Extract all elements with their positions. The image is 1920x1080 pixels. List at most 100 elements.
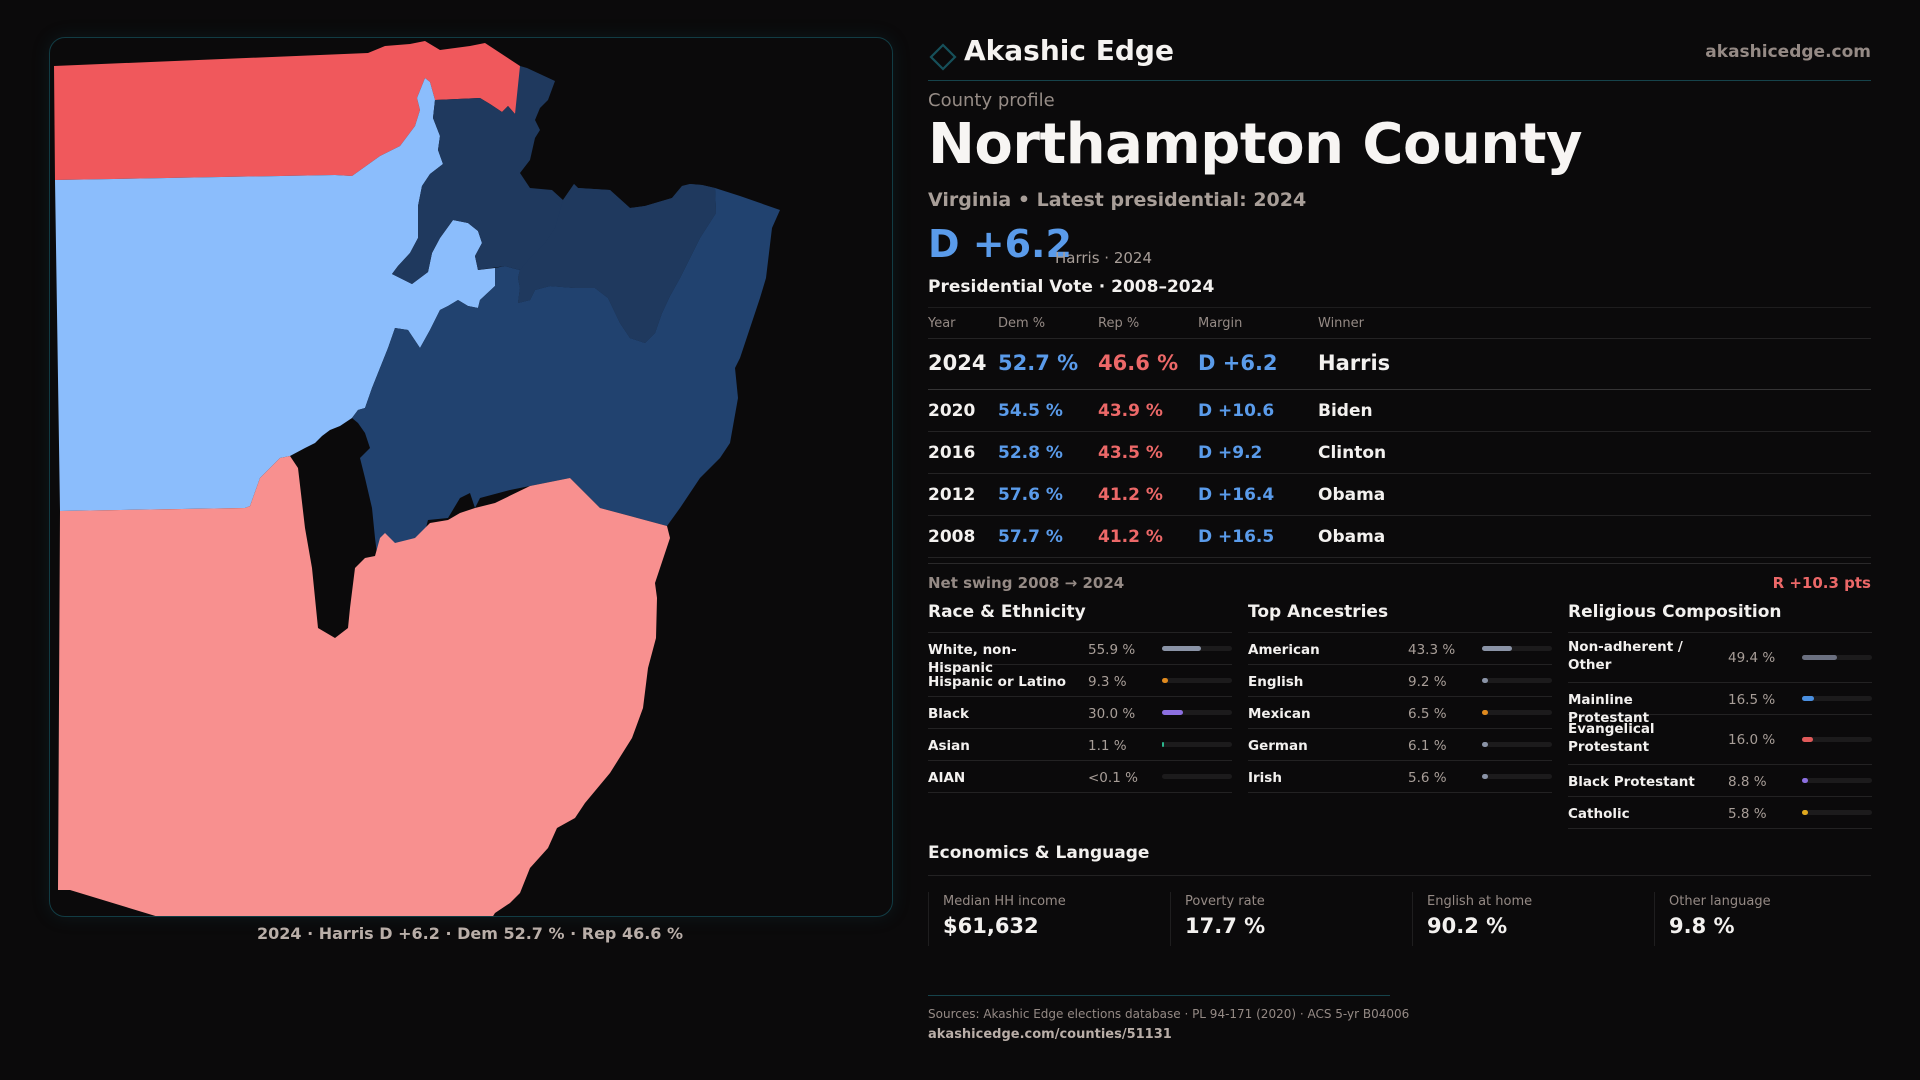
cell-margin: D +16.4 <box>1198 485 1275 505</box>
item-percent: 16.0 % <box>1728 732 1776 748</box>
percent-bar-track <box>1162 742 1232 747</box>
percent-bar-track <box>1162 678 1232 683</box>
cell-year: 2008 <box>928 527 976 547</box>
map-caption: 2024 · Harris D +6.2 · Dem 52.7 % · Rep … <box>256 924 684 943</box>
stat-value: $61,632 <box>943 914 1039 938</box>
percent-bar-track <box>1162 710 1232 715</box>
brand-header: Akashic Edge akashicedge.com <box>928 30 1871 81</box>
item-percent: 30.0 % <box>1088 706 1136 722</box>
percent-bar-track <box>1802 737 1872 742</box>
cell-margin: D +9.2 <box>1198 443 1263 463</box>
stat-label: Other language <box>1669 894 1771 909</box>
cell-margin: D +10.6 <box>1198 401 1275 421</box>
item-label: Asian <box>928 738 970 754</box>
item-label: AIAN <box>928 770 966 786</box>
percent-bar-fill <box>1802 655 1837 660</box>
percent-bar-track <box>1482 774 1552 779</box>
item-label: Irish <box>1248 770 1282 786</box>
map-precinct-west[interactable] <box>55 78 495 511</box>
item-label: Evangelical Protestant <box>1568 721 1655 755</box>
cell-dem: 54.5 % <box>998 401 1063 421</box>
race-ethnicity-list: White, non-Hispanic 55.9 % Hispanic or Lat… <box>928 633 1232 793</box>
percent-bar-fill <box>1482 646 1513 651</box>
cell-dem: 52.7 % <box>998 351 1079 375</box>
list-item: Hispanic or Latino 9.3 % <box>928 665 1232 697</box>
stat-median-income: Median HH income $61,632 <box>928 892 1170 946</box>
percent-bar-fill <box>1482 710 1488 715</box>
stat-label: Median HH income <box>943 894 1066 909</box>
item-label: American <box>1248 642 1320 658</box>
table-row: 2020 54.5 % 43.9 % D +10.6 Biden <box>928 390 1871 432</box>
page-eyebrow: County profile <box>928 90 1055 111</box>
table-row: 2012 57.6 % 41.2 % D +16.4 Obama <box>928 474 1871 516</box>
cell-year: 2020 <box>928 401 976 421</box>
county-permalink[interactable]: akashicedge.com/counties/51131 <box>928 1027 1172 1042</box>
ancestries-title: Top Ancestries <box>1248 600 1552 633</box>
cell-year: 2016 <box>928 443 976 463</box>
item-label: Black Protestant <box>1568 774 1695 790</box>
item-percent: 5.8 % <box>1728 806 1767 822</box>
list-item: White, non-Hispanic 55.9 % <box>928 633 1232 676</box>
item-label: Mainline Protestant <box>1568 692 1650 726</box>
percent-bar-fill <box>1802 737 1814 742</box>
item-percent: 49.4 % <box>1728 650 1776 666</box>
cell-rep: 43.5 % <box>1098 443 1163 463</box>
map-precinct-north[interactable] <box>54 41 526 180</box>
cell-winner: Obama <box>1318 527 1386 547</box>
stat-english-at-home: English at home 90.2 % <box>1412 892 1654 946</box>
percent-bar-fill <box>1162 742 1164 747</box>
list-item: American 43.3 % <box>1248 633 1552 665</box>
race-ethnicity-panel: Race & Ethnicity White, non-Hispanic 55.9… <box>928 600 1232 793</box>
percent-bar-fill <box>1802 696 1814 701</box>
list-item: Black Protestant 8.8 % <box>1568 765 1872 797</box>
brand-name[interactable]: Akashic Edge <box>964 34 1174 67</box>
percent-bar-fill <box>1802 778 1808 783</box>
cell-margin: D +16.5 <box>1198 527 1275 547</box>
cell-rep: 41.2 % <box>1098 527 1163 547</box>
stat-value: 9.8 % <box>1669 914 1735 938</box>
cell-winner: Biden <box>1318 401 1373 421</box>
cell-rep: 41.2 % <box>1098 485 1163 505</box>
item-label: English <box>1248 674 1304 690</box>
cell-year: 2024 <box>928 351 987 375</box>
map-precinct-central[interactable] <box>352 188 780 594</box>
cell-dem: 52.8 % <box>998 443 1063 463</box>
net-swing-value: R +10.3 pts <box>1772 574 1871 592</box>
item-percent: 9.3 % <box>1088 674 1127 690</box>
cell-winner: Obama <box>1318 485 1386 505</box>
item-label: Catholic <box>1568 806 1630 822</box>
table-row: 2024 52.7 % 46.6 % D +6.2 Harris <box>928 339 1871 390</box>
percent-bar-track <box>1802 655 1872 660</box>
percent-bar-fill <box>1482 742 1488 747</box>
stat-other-language: Other language 9.8 % <box>1654 892 1896 946</box>
cell-year: 2012 <box>928 485 976 505</box>
percent-bar-track <box>1482 742 1552 747</box>
presidential-vote-table: Year Dem % Rep % Margin Winner 2024 52.7… <box>928 307 1871 558</box>
percent-bar-fill <box>1802 810 1808 815</box>
religion-list: Non-adherent / Other 49.4 % Mainline Prote… <box>1568 633 1872 829</box>
percent-bar-fill <box>1162 646 1202 651</box>
map-precinct-northeast-inner[interactable] <box>518 184 716 343</box>
percent-bar-track <box>1802 810 1872 815</box>
percent-bar-track <box>1482 678 1552 683</box>
percent-bar-track <box>1802 778 1872 783</box>
county-map-panel <box>49 37 893 917</box>
percent-bar-track <box>1482 646 1552 651</box>
list-item: Black 30.0 % <box>928 697 1232 729</box>
ancestries-list: American 43.3 % English 9.2 % Mexican 6.5 % Ge… <box>1248 633 1552 793</box>
item-label: Mexican <box>1248 706 1311 722</box>
stat-value: 90.2 % <box>1427 914 1508 938</box>
cell-margin: D +6.2 <box>1198 351 1278 375</box>
list-item: Catholic 5.8 % <box>1568 797 1872 829</box>
list-item: Irish 5.6 % <box>1248 761 1552 793</box>
map-precinct-south[interactable] <box>58 456 670 916</box>
item-label: German <box>1248 738 1308 754</box>
item-percent: 6.1 % <box>1408 738 1447 754</box>
page-subtitle: Virginia • Latest presidential: 2024 <box>928 189 1307 211</box>
item-label: Non-adherent / Other <box>1568 639 1683 673</box>
item-percent: 55.9 % <box>1088 642 1136 658</box>
brand-url-link[interactable]: akashicedge.com <box>1705 42 1871 62</box>
percent-bar-track <box>1482 710 1552 715</box>
county-map <box>54 41 780 916</box>
sources-footer: Sources: Akashic Edge elections database… <box>928 995 1409 1042</box>
